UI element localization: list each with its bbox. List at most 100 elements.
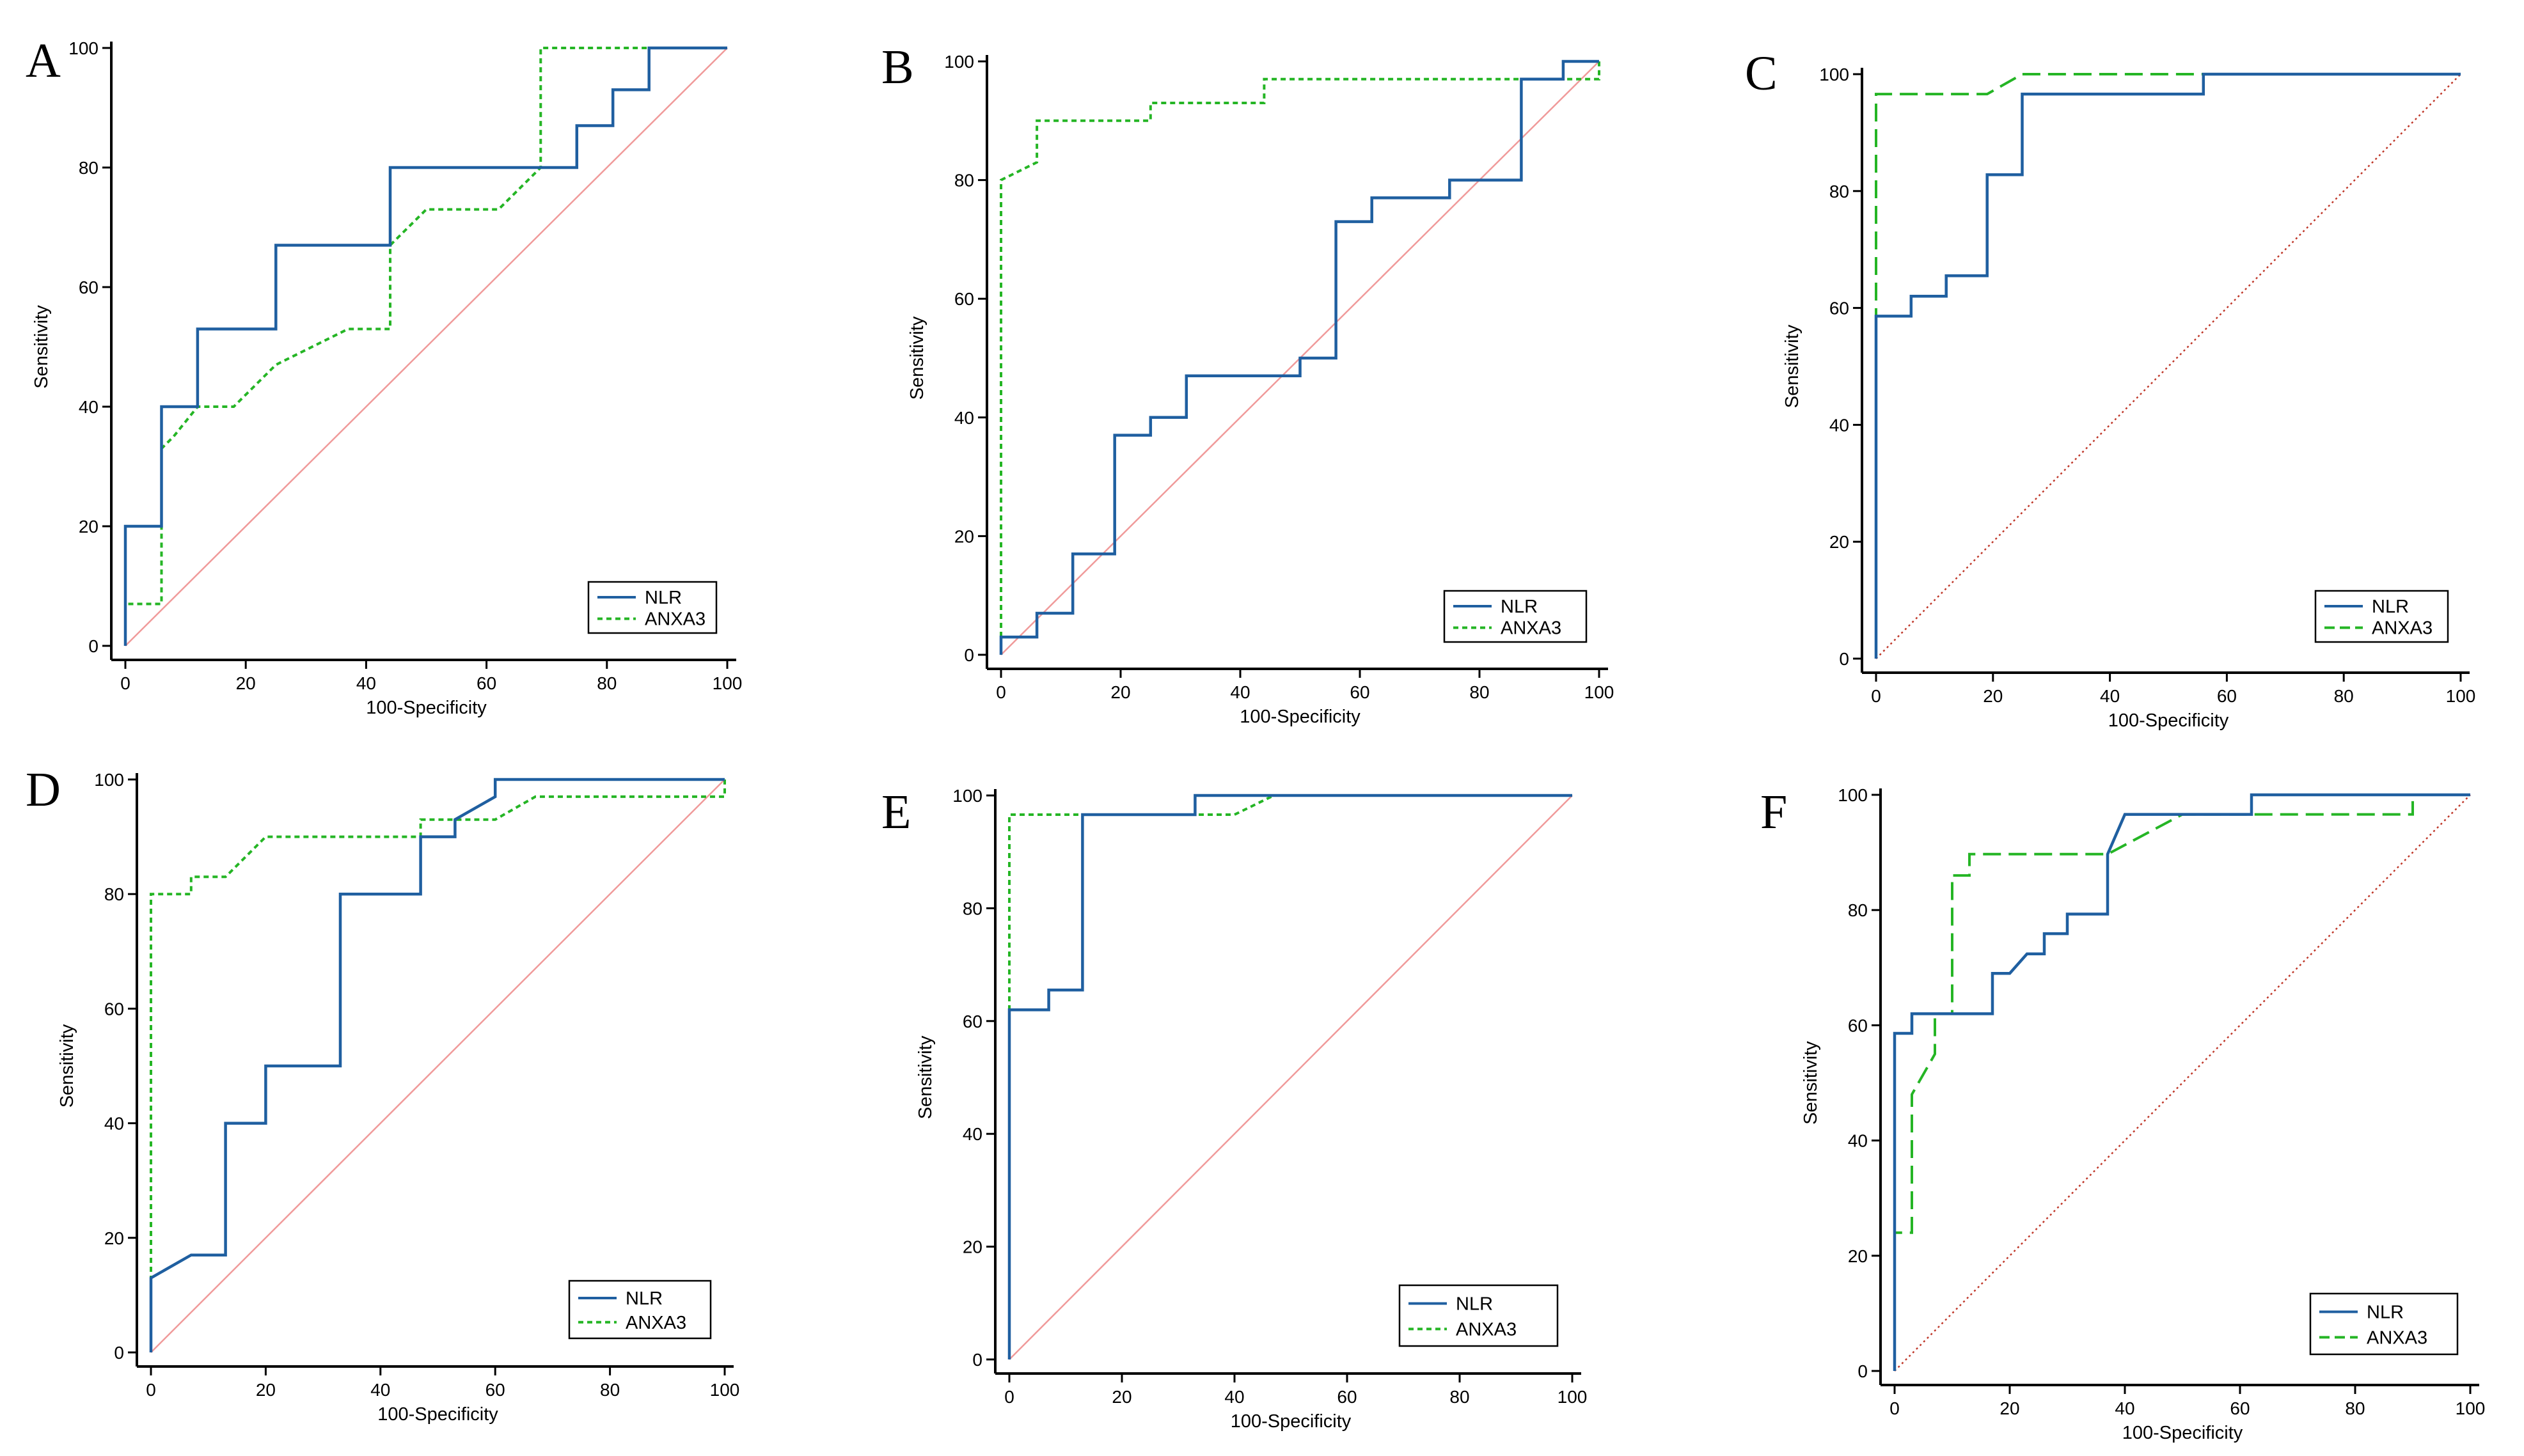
legend-label-anxa3: ANXA3: [2372, 618, 2433, 639]
panel-letter: F: [1760, 785, 1787, 839]
x-tick-label: 60: [485, 1380, 505, 1400]
y-axis-label: Sensitivity: [907, 316, 927, 400]
series-line-nlr: [1007, 794, 1572, 1359]
y-tick-label: 0: [1858, 1361, 1868, 1381]
x-tick-label: 100: [1558, 1387, 1588, 1407]
y-axis-label: Sensitivity: [57, 1024, 77, 1108]
y-axis-label: Sensitivity: [31, 305, 52, 389]
y-tick-label: 0: [964, 645, 974, 665]
y-tick-label: 40: [79, 397, 99, 417]
legend-label-anxa3: ANXA3: [1501, 618, 1561, 639]
legend-label-nlr: NLR: [645, 588, 682, 608]
y-tick-label: 0: [1839, 649, 1849, 669]
chart-panel-d: D 0 20 40 60 80 100 0 20 40 60 80 100 100-Specificity…: [26, 763, 739, 1425]
legend-label-nlr: NLR: [626, 1288, 663, 1309]
x-tick-label: 20: [236, 673, 256, 693]
legend-label-nlr: NLR: [2372, 597, 2409, 617]
y-tick-label: 100: [68, 38, 99, 58]
x-tick-label: 0: [996, 682, 1006, 702]
x-tick-label: 20: [1999, 1398, 2019, 1418]
panel-letter: D: [26, 763, 61, 817]
legend: NLR ANXA3: [2309, 1292, 2459, 1356]
x-tick-label: 80: [1449, 1387, 1469, 1407]
y-tick-label: 20: [1829, 532, 1849, 552]
x-axis-label: 100-Specificity: [1231, 1411, 1352, 1432]
legend-label-anxa3: ANXA3: [2367, 1327, 2427, 1348]
y-tick-label: 60: [79, 278, 99, 297]
series-line-nlr: [1893, 793, 2470, 1371]
x-tick-label: 100: [713, 673, 743, 693]
x-tick-label: 80: [600, 1380, 620, 1400]
y-tick-label: 40: [104, 1114, 124, 1134]
x-tick-label: 80: [1469, 682, 1489, 702]
legend: NLR ANXA3: [568, 1280, 712, 1340]
x-tick-label: 0: [1871, 686, 1881, 706]
legend-box: [568, 1280, 712, 1340]
legend-label-nlr: NLR: [1456, 1294, 1493, 1315]
x-tick-label: 40: [1224, 1387, 1244, 1407]
y-axis-label: Sensitivity: [915, 1035, 936, 1119]
x-axis-label: 100-Specificity: [366, 698, 487, 718]
y-tick-label: 20: [1848, 1246, 1868, 1266]
x-axis-label: 100-Specificity: [1240, 707, 1361, 727]
reference-line: [1894, 794, 2471, 1372]
y-tick-label: 20: [963, 1237, 982, 1257]
series-line-anxa3: [150, 779, 726, 1352]
x-axis-label: 100-Specificity: [2108, 710, 2229, 731]
y-tick-label: 20: [104, 1228, 124, 1248]
panel-letter: B: [881, 40, 914, 94]
y-tick-label: 80: [954, 171, 974, 191]
y-tick-label: 100: [1838, 785, 1868, 805]
y-tick-label: 20: [954, 526, 974, 546]
x-tick-label: 100: [1584, 682, 1614, 702]
x-tick-label: 20: [1110, 682, 1130, 702]
reference-line: [1009, 795, 1573, 1360]
y-tick-label: 100: [944, 52, 974, 72]
y-tick-label: 80: [1848, 900, 1868, 920]
y-tick-label: 0: [972, 1350, 982, 1370]
x-tick-label: 0: [120, 673, 130, 693]
x-tick-label: 40: [2100, 686, 2120, 706]
y-tick-label: 60: [104, 999, 124, 1019]
x-tick-label: 60: [477, 673, 496, 693]
chart-panel-f: F 0 20 40 60 80 100 0 20 40 60 80 100 100-Specificity…: [1760, 785, 2485, 1443]
legend-label-anxa3: ANXA3: [626, 1313, 686, 1333]
chart-panel-b: B 0 20 40 60 80 100 0 20 40 60 80 100 100-Specificity…: [881, 40, 1614, 727]
legend-box: [1398, 1284, 1559, 1347]
series-line-anxa3: [1893, 794, 2470, 1371]
panel-letter: C: [1745, 47, 1778, 100]
chart-panel-e: E 0 20 40 60 80 100 0 20 40 60 80 100 100-Specificity…: [881, 785, 1587, 1432]
series-line-nlr: [999, 59, 1599, 655]
series-line-nlr: [149, 778, 725, 1352]
y-tick-label: 0: [88, 636, 99, 656]
y-tick-label: 60: [963, 1012, 982, 1031]
x-tick-label: 80: [597, 673, 617, 693]
panel-letter: A: [26, 34, 61, 88]
x-tick-label: 100: [2456, 1398, 2486, 1418]
legend-box: [587, 581, 718, 634]
legend-label-nlr: NLR: [1501, 597, 1538, 617]
series-line-anxa3: [1000, 61, 1600, 655]
x-tick-label: 20: [1112, 1387, 1132, 1407]
series-line-nlr: [1874, 72, 2461, 659]
legend-label-anxa3: ANXA3: [645, 609, 706, 630]
chart-panel-a: A 0 20 40 60 80 100 0 20 40 60 80 100 100-Specificity…: [26, 34, 742, 718]
y-tick-label: 60: [1829, 299, 1849, 318]
y-tick-label: 40: [1829, 415, 1849, 435]
y-tick-label: 40: [963, 1124, 982, 1144]
legend-label-anxa3: ANXA3: [1456, 1319, 1517, 1340]
reference-line: [150, 779, 725, 1353]
legend-label-nlr: NLR: [2367, 1303, 2404, 1323]
y-tick-label: 80: [79, 158, 99, 178]
y-tick-label: 40: [1848, 1131, 1868, 1151]
y-tick-label: 80: [1829, 182, 1849, 201]
x-tick-label: 60: [1337, 1387, 1357, 1407]
x-tick-label: 100: [710, 1380, 740, 1400]
x-tick-label: 40: [356, 673, 376, 693]
y-tick-label: 40: [954, 408, 974, 428]
y-tick-label: 60: [954, 289, 974, 309]
